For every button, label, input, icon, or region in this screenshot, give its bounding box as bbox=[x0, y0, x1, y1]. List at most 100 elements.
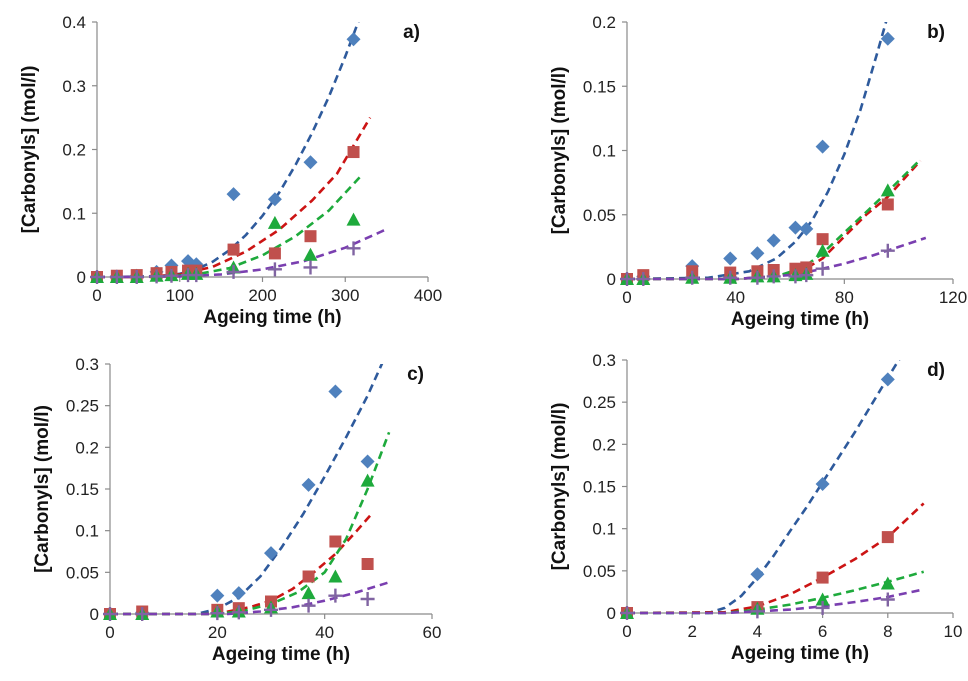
x-axis-title-d: Ageing time (h) bbox=[731, 643, 869, 664]
diamond-point-b bbox=[723, 251, 738, 266]
panel-a: a) Ageing time (h) [Carbonyls] (mol/l) 0… bbox=[19, 13, 442, 328]
plus-point-b bbox=[799, 268, 814, 283]
y-tick-label-d: 0.25 bbox=[583, 393, 616, 412]
fit-curve-red-b bbox=[627, 159, 922, 281]
y-tick-label-d: 0.2 bbox=[592, 435, 616, 454]
diamond-point-b bbox=[788, 220, 803, 235]
y-tick-label-c: 0.25 bbox=[66, 397, 99, 416]
fit-curves-c bbox=[110, 364, 391, 616]
y-tick-label-d: 0 bbox=[607, 604, 616, 623]
diamond-point-d bbox=[880, 372, 895, 387]
y-tick-label-a: 0.1 bbox=[62, 204, 86, 223]
y-axis-title-c: [Carbonyls] (mol/l) bbox=[32, 405, 53, 573]
plus-point-c bbox=[360, 592, 375, 606]
square-point-d bbox=[816, 571, 829, 584]
y-tick-label-a: 0 bbox=[77, 268, 86, 287]
square-point-a bbox=[304, 230, 317, 243]
fit-curve-blue-a bbox=[97, 22, 360, 279]
square-point-c bbox=[302, 570, 315, 583]
x-tick-label-d: 10 bbox=[944, 622, 963, 641]
panel-c: c) Ageing time (h) [Carbonyls] (mol/l) 0… bbox=[32, 355, 441, 665]
plus-point-c bbox=[264, 602, 278, 617]
plus-point-d bbox=[750, 604, 765, 619]
x-tick-label-b: 80 bbox=[835, 288, 854, 307]
diamond-point-a bbox=[303, 155, 318, 170]
plus-point-b bbox=[750, 270, 765, 285]
x-tick-label-b: 120 bbox=[939, 288, 967, 307]
diamond-point-a bbox=[226, 187, 241, 202]
diamond-point-b bbox=[750, 246, 765, 261]
x-tick-label-c: 40 bbox=[315, 623, 334, 642]
plus-point-d bbox=[880, 592, 895, 607]
plus-point-b bbox=[723, 270, 738, 285]
x-tick-label-d: 2 bbox=[687, 622, 696, 641]
x-tick-label-c: 0 bbox=[105, 623, 114, 642]
x-tick-label-a: 200 bbox=[248, 286, 276, 305]
plus-point-c bbox=[210, 606, 225, 621]
x-tick-label-b: 40 bbox=[726, 288, 745, 307]
square-point-a bbox=[347, 146, 360, 159]
y-tick-label-d: 0.3 bbox=[592, 351, 616, 370]
square-point-b bbox=[816, 233, 829, 246]
y-tick-label-a: 0.2 bbox=[62, 141, 86, 160]
triangle-point-c bbox=[360, 473, 375, 487]
fit-curve-green-d bbox=[627, 570, 925, 615]
y-axis-title-a: [Carbonyls] (mol/l) bbox=[19, 66, 40, 234]
plus-point-a bbox=[109, 270, 124, 284]
y-tick-label-d: 0.15 bbox=[583, 478, 616, 497]
diamond-point-d bbox=[750, 567, 765, 582]
triangle-point-a bbox=[303, 247, 318, 261]
plus-point-c bbox=[103, 607, 117, 621]
plus-point-a bbox=[346, 241, 361, 256]
diamond-point-b bbox=[766, 233, 781, 248]
diamond-point-a bbox=[267, 192, 282, 207]
diamond-point-b bbox=[880, 31, 895, 46]
x-tick-label-d: 4 bbox=[753, 622, 762, 641]
y-tick-label-b: 0.1 bbox=[592, 142, 616, 161]
x-tick-label-c: 20 bbox=[208, 623, 227, 642]
data-points-b bbox=[620, 31, 895, 286]
y-axis-title-d: [Carbonyls] (mol/l) bbox=[549, 403, 570, 571]
panel-label-d: d) bbox=[927, 360, 945, 381]
y-tick-label-a: 0.3 bbox=[62, 77, 86, 96]
plus-point-b bbox=[620, 272, 634, 286]
fit-curve-purple-c bbox=[110, 581, 390, 616]
diamond-point-a bbox=[346, 32, 361, 47]
plus-point-d bbox=[815, 600, 830, 615]
plus-point-b bbox=[880, 243, 895, 258]
fit-curve-purple-a bbox=[96, 228, 388, 279]
x-tick-label-c: 60 bbox=[423, 623, 442, 642]
fit-curve-purple-b bbox=[627, 236, 927, 281]
y-tick-label-d: 0.05 bbox=[583, 562, 616, 581]
y-tick-label-c: 0 bbox=[90, 605, 99, 624]
diamond-point-b bbox=[815, 139, 830, 154]
plus-point-a bbox=[226, 264, 241, 279]
y-tick-label-b: 0 bbox=[607, 270, 616, 289]
x-axis-title-c: Ageing time (h) bbox=[212, 644, 350, 665]
diamond-point-c bbox=[301, 477, 316, 492]
square-point-c bbox=[329, 535, 342, 548]
data-points-d bbox=[620, 372, 895, 620]
triangle-point-d bbox=[880, 576, 895, 590]
triangle-point-b bbox=[815, 243, 830, 257]
fit-curve-red-a bbox=[97, 116, 372, 279]
x-tick-label-a: 300 bbox=[331, 286, 359, 305]
plus-point-a bbox=[149, 269, 164, 284]
x-axis-title-b: Ageing time (h) bbox=[731, 309, 869, 330]
plus-point-a bbox=[267, 262, 282, 277]
x-tick-label-a: 100 bbox=[166, 286, 194, 305]
fit-curve-blue-b bbox=[626, 22, 888, 281]
triangle-point-c bbox=[301, 586, 316, 600]
data-points-c bbox=[103, 384, 375, 621]
x-tick-label-d: 0 bbox=[622, 622, 631, 641]
y-axis-title-b: [Carbonyls] (mol/l) bbox=[549, 67, 570, 235]
panel-label-b: b) bbox=[927, 22, 945, 43]
diamond-point-c bbox=[231, 586, 246, 601]
y-tick-label-c: 0.15 bbox=[66, 480, 99, 499]
fit-curves-a bbox=[96, 22, 388, 279]
diamond-point-b bbox=[799, 221, 814, 236]
x-axis-title-a: Ageing time (h) bbox=[203, 307, 341, 328]
triangle-point-d bbox=[815, 592, 830, 606]
plus-point-a bbox=[303, 260, 318, 275]
